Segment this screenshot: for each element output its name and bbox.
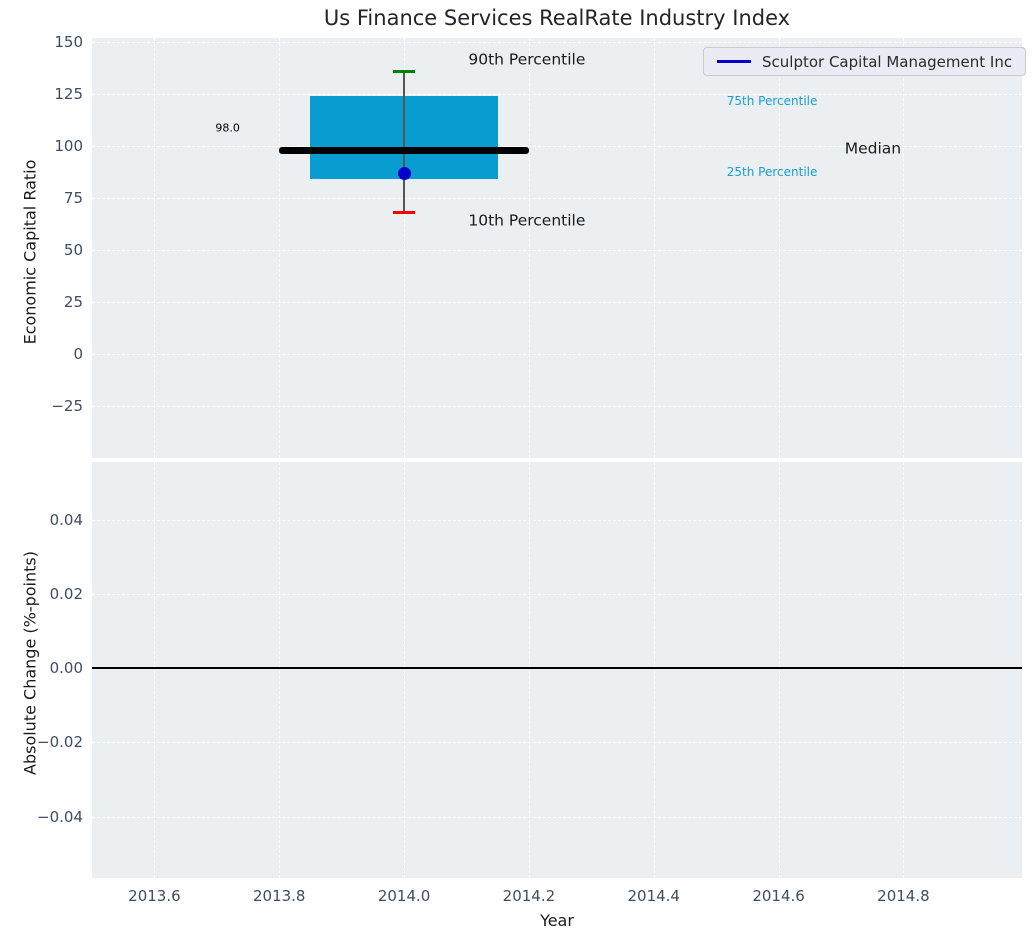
legend: Sculptor Capital Management Inc bbox=[703, 47, 1027, 76]
v-gridline bbox=[279, 38, 281, 458]
y-tick-label: 0.00 bbox=[49, 659, 83, 678]
v-gridline bbox=[903, 462, 905, 878]
y-tick-label: 75 bbox=[63, 189, 83, 208]
v-gridline bbox=[279, 462, 281, 878]
v-gridline bbox=[404, 462, 406, 878]
zero-line bbox=[92, 667, 1022, 669]
median-line bbox=[279, 146, 529, 154]
absolute-change-axes: 0.04 0.02 0.00 −0.02 −0.04 2013.6 2013.8 2014.0… bbox=[37, 462, 1022, 905]
x-tick-label: 2014.2 bbox=[502, 887, 556, 905]
p10-cap bbox=[392, 210, 416, 215]
h-gridline bbox=[92, 593, 1022, 595]
y-tick-label: 150 bbox=[54, 33, 83, 52]
annotation-25th-percentile: 25th Percentile bbox=[726, 165, 818, 180]
v-gridline bbox=[154, 462, 156, 878]
annotation-median: Median bbox=[844, 139, 902, 158]
economic-capital-ratio-axes: 150 125 100 75 50 25 0 −25 98.0 90th Percentile 10… bbox=[51, 33, 1022, 458]
y-tick-label: −0.04 bbox=[37, 807, 83, 826]
x-tick-label: 2014.8 bbox=[877, 887, 930, 905]
y-tick-label: 0.04 bbox=[49, 510, 83, 529]
annotation-90th-percentile: 90th Percentile bbox=[468, 50, 586, 69]
legend-line-sample bbox=[717, 60, 751, 63]
v-gridline bbox=[778, 462, 780, 878]
x-tick-label: 2013.6 bbox=[128, 887, 181, 905]
p90-cap bbox=[392, 69, 416, 74]
y-tick-label: 25 bbox=[63, 293, 83, 312]
y-tick-label: 125 bbox=[54, 85, 83, 104]
legend-label: Sculptor Capital Management Inc bbox=[762, 52, 1013, 71]
annotation-98-0: 98.0 bbox=[215, 121, 240, 135]
y-tick-label: 0 bbox=[73, 345, 83, 364]
h-gridline bbox=[92, 406, 1022, 408]
v-gridline bbox=[653, 38, 655, 458]
y-tick-label: 100 bbox=[54, 137, 83, 156]
x-tick-label: 2014.6 bbox=[752, 887, 805, 905]
page-title: Us Finance Services RealRate Industry In… bbox=[323, 6, 791, 30]
h-gridline bbox=[92, 94, 1022, 96]
y-tick-label: −0.02 bbox=[37, 733, 83, 752]
h-gridline bbox=[92, 519, 1022, 521]
x-tick-label: 2014.0 bbox=[377, 887, 431, 905]
v-gridline bbox=[404, 38, 406, 458]
h-gridline bbox=[92, 816, 1022, 818]
y-tick-label: 0.02 bbox=[49, 584, 83, 603]
h-gridline bbox=[92, 42, 1022, 44]
h-gridline bbox=[92, 146, 1022, 148]
h-gridline bbox=[92, 250, 1022, 252]
v-gridline bbox=[154, 38, 156, 458]
x-axis-label: Year bbox=[540, 911, 574, 930]
company-point bbox=[397, 166, 411, 180]
h-gridline bbox=[92, 198, 1022, 200]
h-gridline bbox=[92, 302, 1022, 304]
annotation-10th-percentile: 10th Percentile bbox=[468, 211, 586, 230]
h-gridline bbox=[92, 742, 1022, 744]
v-gridline bbox=[778, 38, 780, 458]
x-tick-label: 2013.8 bbox=[252, 887, 306, 905]
x-tick-label: 2014.4 bbox=[627, 887, 680, 905]
v-gridline bbox=[528, 462, 530, 878]
y-tick-label: 50 bbox=[63, 241, 83, 260]
y-axis-label-top: Economic Capital Ratio bbox=[20, 159, 40, 345]
v-gridline bbox=[653, 462, 655, 878]
v-gridline bbox=[528, 38, 530, 458]
whisker-line bbox=[403, 71, 405, 213]
annotation-75th-percentile: 75th Percentile bbox=[726, 94, 818, 109]
h-gridline bbox=[92, 354, 1022, 356]
v-gridline bbox=[903, 38, 905, 458]
y-tick-label: −25 bbox=[51, 397, 83, 416]
